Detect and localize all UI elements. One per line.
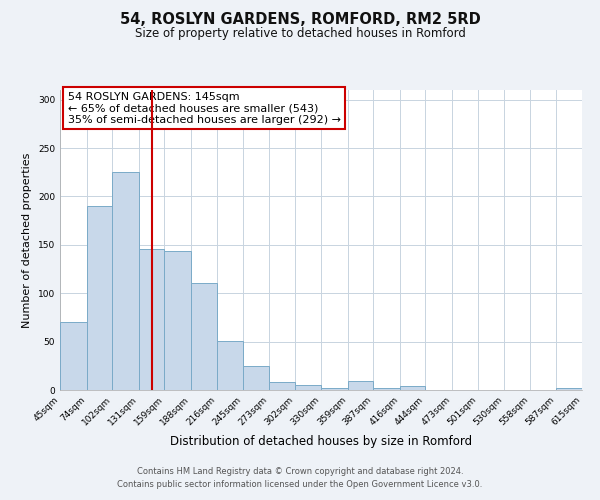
Text: Contains HM Land Registry data © Crown copyright and database right 2024.: Contains HM Land Registry data © Crown c…: [137, 467, 463, 476]
Bar: [373, 388, 400, 390]
Bar: [164, 250, 191, 390]
Bar: [243, 366, 269, 390]
Text: 54, ROSLYN GARDENS, ROMFORD, RM2 5RD: 54, ROSLYN GARDENS, ROMFORD, RM2 5RD: [119, 12, 481, 28]
Y-axis label: Number of detached properties: Number of detached properties: [22, 152, 32, 328]
Bar: [60, 322, 86, 390]
Bar: [217, 340, 243, 390]
Bar: [269, 382, 295, 390]
Bar: [86, 206, 112, 390]
Bar: [321, 388, 347, 390]
Bar: [295, 385, 321, 390]
Text: Contains public sector information licensed under the Open Government Licence v3: Contains public sector information licen…: [118, 480, 482, 489]
Bar: [556, 388, 582, 390]
Bar: [191, 282, 217, 390]
Bar: [400, 386, 425, 390]
Bar: [112, 172, 139, 390]
Bar: [347, 382, 373, 390]
Bar: [139, 248, 164, 390]
Text: Size of property relative to detached houses in Romford: Size of property relative to detached ho…: [134, 28, 466, 40]
X-axis label: Distribution of detached houses by size in Romford: Distribution of detached houses by size …: [170, 436, 472, 448]
Text: 54 ROSLYN GARDENS: 145sqm
← 65% of detached houses are smaller (543)
35% of semi: 54 ROSLYN GARDENS: 145sqm ← 65% of detac…: [68, 92, 341, 124]
